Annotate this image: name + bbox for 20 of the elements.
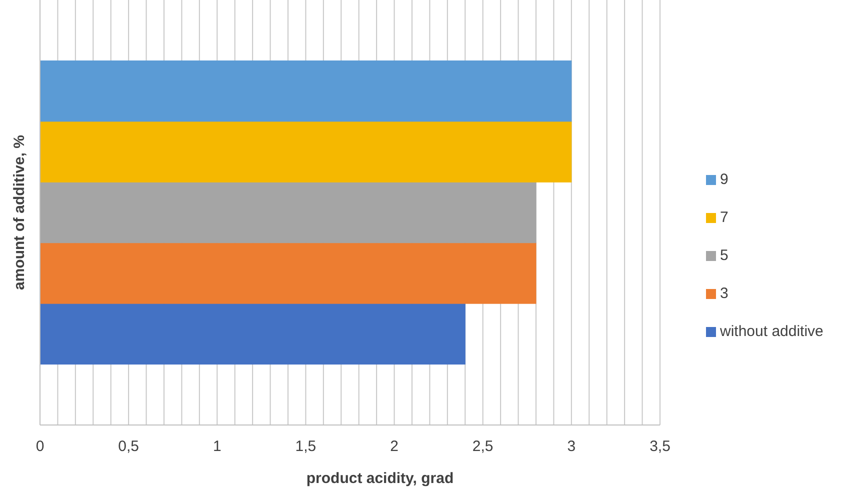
bar	[40, 121, 572, 182]
bar	[40, 182, 536, 244]
bar	[40, 60, 572, 122]
x-tick-label: 2	[390, 438, 398, 455]
bar	[40, 303, 466, 365]
legend-label: 3	[720, 284, 728, 302]
legend-label: 7	[720, 208, 728, 226]
x-tick-label: 0,5	[118, 438, 139, 455]
bar	[40, 242, 536, 304]
x-tick-label: 3	[567, 438, 576, 455]
x-tick-label: 2,5	[472, 438, 494, 455]
legend-label: 9	[720, 170, 728, 188]
x-tick-label: 1,5	[295, 438, 316, 455]
legend-label: without additive	[719, 322, 824, 340]
x-axis-title: product acidity, grad	[306, 470, 454, 487]
y-axis-title: amount of additive, %	[11, 134, 28, 290]
x-tick-label: 1	[212, 438, 222, 455]
x-tick-label: 0	[36, 438, 44, 455]
legend-label: 5	[720, 246, 728, 264]
x-tick-label: 3,5	[650, 438, 670, 455]
